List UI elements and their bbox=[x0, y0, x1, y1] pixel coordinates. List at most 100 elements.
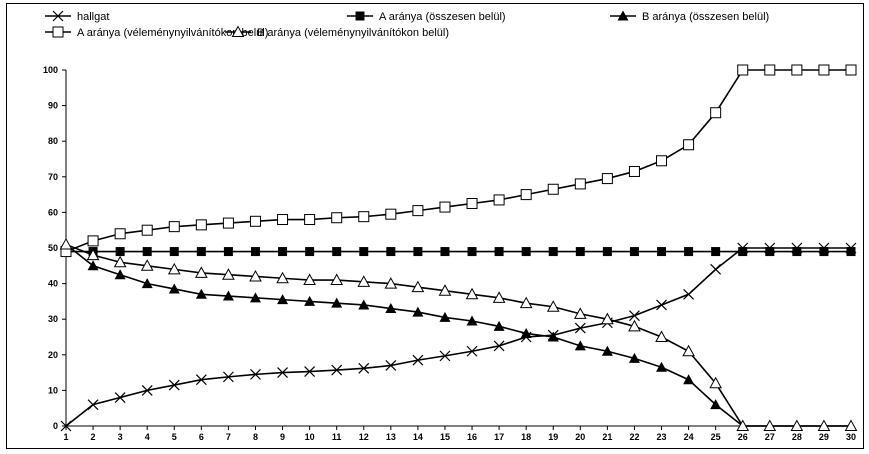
legend-item: A aránya (összesen belül) bbox=[347, 11, 506, 23]
data-point bbox=[413, 247, 423, 257]
data-point bbox=[167, 262, 181, 275]
data-point bbox=[331, 297, 343, 308]
x-tick-label: 23 bbox=[657, 432, 667, 442]
data-point bbox=[684, 247, 694, 257]
data-point bbox=[277, 214, 289, 226]
x-tick-label: 14 bbox=[413, 432, 423, 442]
x-tick-label: 4 bbox=[145, 432, 150, 442]
data-point bbox=[547, 183, 559, 195]
data-point bbox=[493, 194, 505, 206]
data-point bbox=[304, 295, 316, 306]
data-point bbox=[115, 247, 125, 257]
data-point bbox=[520, 189, 532, 201]
data-point bbox=[195, 288, 207, 299]
data-point bbox=[792, 247, 802, 257]
data-point bbox=[736, 419, 750, 431]
data-point bbox=[277, 367, 288, 379]
x-tick-label: 28 bbox=[792, 432, 802, 442]
data-point bbox=[575, 247, 585, 257]
data-point bbox=[195, 219, 207, 231]
x-tick-label: 13 bbox=[386, 432, 396, 442]
data-point bbox=[330, 273, 344, 286]
data-point bbox=[628, 352, 640, 363]
legend-label: B aránya (összesen belül) bbox=[642, 11, 769, 23]
data-point bbox=[710, 399, 722, 410]
data-point bbox=[385, 303, 397, 314]
x-tick-label: 3 bbox=[118, 432, 123, 442]
series-line bbox=[65, 243, 851, 427]
data-point bbox=[629, 247, 639, 257]
series-5 bbox=[59, 237, 858, 431]
data-point bbox=[304, 366, 316, 377]
data-point bbox=[114, 269, 126, 280]
data-point bbox=[629, 310, 640, 322]
data-point bbox=[60, 420, 72, 432]
data-point bbox=[656, 155, 668, 167]
data-point bbox=[358, 362, 370, 374]
data-point bbox=[791, 64, 803, 76]
data-point bbox=[87, 399, 99, 411]
data-point bbox=[466, 315, 478, 326]
data-point bbox=[222, 268, 235, 280]
x-tick-label: 26 bbox=[738, 432, 748, 442]
legend: hallgat A aránya (összesen belül) B aránya… bbox=[45, 10, 769, 39]
y-tick-label: 60 bbox=[48, 207, 58, 217]
data-point bbox=[466, 345, 478, 357]
data-point bbox=[683, 139, 695, 151]
data-point bbox=[304, 214, 316, 226]
data-point bbox=[601, 312, 614, 325]
data-point bbox=[656, 299, 667, 311]
data-point bbox=[357, 275, 371, 287]
data-point bbox=[439, 311, 451, 322]
x-tick-label: 21 bbox=[602, 432, 612, 442]
data-point bbox=[169, 247, 179, 257]
x-tick-label: 20 bbox=[575, 432, 585, 442]
data-point bbox=[140, 259, 154, 271]
x-tick-label: 25 bbox=[711, 432, 721, 442]
x-tick-label: 30 bbox=[846, 432, 856, 442]
data-point bbox=[628, 165, 640, 177]
data-point bbox=[519, 296, 533, 309]
x-tick-label: 27 bbox=[765, 432, 775, 442]
data-point bbox=[765, 247, 775, 257]
data-point bbox=[411, 280, 425, 293]
data-point bbox=[521, 247, 531, 257]
y-tick-label: 70 bbox=[48, 172, 58, 182]
data-point bbox=[819, 247, 829, 257]
data-point bbox=[737, 64, 749, 76]
legend-label: A aránya (véleménynyilvánítókon belül) bbox=[77, 27, 268, 39]
data-point bbox=[548, 247, 558, 257]
data-point bbox=[359, 247, 369, 257]
data-point bbox=[249, 215, 261, 227]
y-tick-label: 20 bbox=[48, 350, 58, 360]
data-point bbox=[249, 269, 262, 282]
data-point bbox=[141, 224, 153, 236]
y-tick-label: 40 bbox=[48, 279, 58, 289]
y-tick-label: 10 bbox=[48, 385, 58, 395]
data-point bbox=[384, 277, 398, 289]
legend-marker bbox=[231, 25, 245, 37]
x-tick-label: 22 bbox=[629, 432, 639, 442]
data-point bbox=[250, 368, 261, 380]
x-tick-label: 11 bbox=[332, 432, 342, 442]
data-point bbox=[195, 374, 207, 386]
y-tick-label: 100 bbox=[43, 65, 58, 75]
data-point bbox=[440, 247, 450, 257]
series-1 bbox=[60, 242, 857, 432]
data-point bbox=[438, 284, 452, 296]
data-point bbox=[494, 247, 504, 257]
y-tick-label: 80 bbox=[48, 136, 58, 146]
data-point bbox=[385, 360, 397, 371]
legend-marker bbox=[52, 10, 64, 22]
data-point bbox=[439, 350, 451, 362]
data-point bbox=[844, 419, 858, 431]
data-point bbox=[249, 292, 261, 303]
data-point bbox=[656, 361, 668, 372]
data-point bbox=[358, 211, 370, 223]
x-tick-label: 24 bbox=[684, 432, 694, 442]
data-point bbox=[331, 212, 343, 224]
data-point bbox=[710, 263, 722, 275]
x-tick-label: 17 bbox=[494, 432, 504, 442]
x-tick-label: 5 bbox=[172, 432, 177, 442]
data-point bbox=[763, 419, 777, 431]
